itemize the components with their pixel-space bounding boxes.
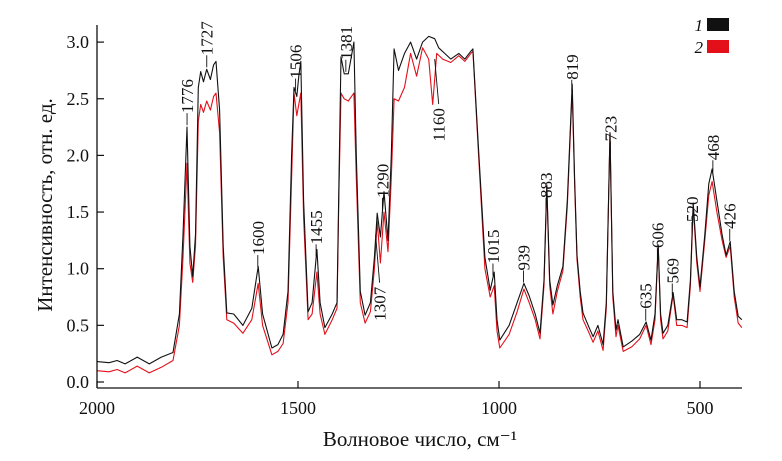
peak-label: 819 [563, 54, 582, 80]
legend-swatch-2 [707, 40, 729, 53]
peak-annotation-1290: 1290 [373, 164, 392, 210]
peak-label: 569 [663, 258, 682, 284]
peak-label: 426 [721, 203, 740, 229]
x-tick-label: 1000 [481, 398, 517, 418]
peak-label: 1290 [373, 164, 392, 198]
peak-label: 520 [683, 197, 702, 223]
peak-annotation-1776: 1776 [178, 79, 197, 126]
peak-annotation-1506: 1506 [287, 45, 306, 91]
peak-annotation-606: 606 [648, 223, 667, 261]
y-tick-label: 1.0 [67, 259, 90, 279]
series-layer [96, 35, 743, 374]
legend-swatch-1 [707, 18, 729, 31]
peak-annotation-1307: 1307 [371, 234, 390, 321]
legend-label-1: 1 [695, 16, 704, 35]
x-tick-label: 500 [687, 398, 714, 418]
peak-annotation-723: 723 [601, 116, 620, 154]
peak-annotation-883: 883 [537, 173, 556, 211]
peak-label: 1600 [249, 221, 268, 255]
peak-label: 1506 [287, 45, 306, 79]
peak-label: 1776 [178, 79, 197, 113]
leader-line [434, 59, 440, 105]
annotations-layer: 1776 1727 1600 1506 1455 1381 1290 1307 1160 1015… [178, 21, 740, 321]
peak-annotation-939: 939 [515, 245, 534, 283]
peak-annotation-635: 635 [637, 283, 656, 321]
peak-label: 1455 [307, 210, 326, 244]
peak-label: 468 [704, 135, 723, 161]
x-tick-label: 1500 [280, 398, 316, 418]
peak-annotation-569: 569 [663, 258, 682, 296]
peak-annotation-1015: 1015 [484, 230, 503, 276]
peak-label: 883 [537, 173, 556, 199]
series-1-line [96, 35, 743, 365]
peak-annotation-468: 468 [704, 135, 723, 173]
y-tick-label: 2.5 [67, 89, 90, 109]
y-tick-label: 0.0 [67, 372, 90, 392]
peak-label: 635 [637, 283, 656, 309]
peak-annotation-819: 819 [563, 54, 582, 92]
peak-annotation-520: 520 [683, 197, 702, 235]
legend-label-2: 2 [695, 38, 704, 57]
peak-label: 939 [515, 245, 534, 271]
y-tick-label: 1.5 [67, 202, 90, 222]
y-axis-title: Интенсивность, отн. ед. [33, 98, 57, 312]
peak-label: 1727 [198, 21, 217, 56]
x-tick-label: 2000 [79, 398, 115, 418]
ticks-layer: 2000 1500 1000 500 0.0 0.5 1.0 1.5 2.0 2.5 3.0 [67, 32, 714, 418]
peak-annotation-1455: 1455 [307, 210, 326, 257]
peak-annotation-1381: 1381 [337, 26, 356, 72]
y-tick-label: 0.5 [67, 315, 90, 335]
peak-label: 1160 [430, 108, 449, 141]
peak-label: 1381 [337, 26, 356, 60]
peak-annotation-426: 426 [721, 203, 740, 241]
peak-label: 723 [601, 116, 620, 142]
leader-line [375, 234, 381, 283]
x-axis-title: Волновое число, см⁻¹ [323, 427, 517, 451]
peak-annotation-1600: 1600 [249, 221, 268, 268]
y-tick-label: 2.0 [67, 145, 90, 165]
y-tick-label: 3.0 [67, 32, 90, 52]
peak-label: 606 [648, 223, 667, 249]
peak-label: 1015 [484, 230, 503, 264]
peak-label: 1307 [371, 286, 390, 321]
peak-annotation-1160: 1160 [430, 59, 449, 141]
legend: 1 2 [695, 16, 729, 57]
peak-annotation-1727: 1727 [198, 21, 217, 68]
